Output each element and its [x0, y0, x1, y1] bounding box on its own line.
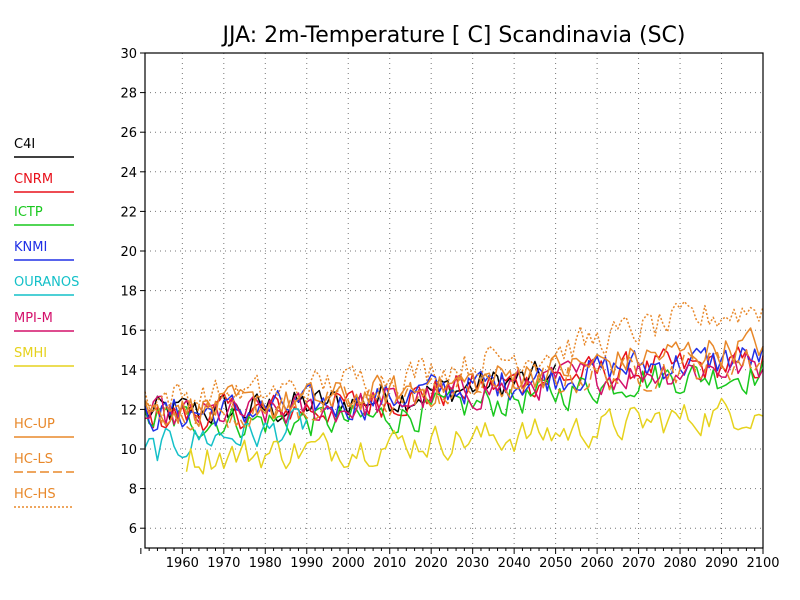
x-axis-ticks: 1960 1970 1980 1990 2000 2010 2020 2030 2040 2050… [140, 548, 780, 571]
x-tick-label: 2040 [498, 556, 531, 571]
y-axis-ticks: 6 8 10 12 14 16 18 20 22 24 26 28 30 [120, 47, 145, 537]
y-tick-label: 14 [120, 364, 137, 379]
legend-label-hc-hs: HC-HS [14, 487, 56, 502]
series-line-cnrm [144, 346, 764, 432]
y-tick-label: 8 [129, 483, 137, 498]
x-tick-label: 1970 [207, 556, 240, 571]
y-tick-label: 20 [120, 245, 137, 260]
legend-label-hc-ls: HC-LS [14, 452, 53, 467]
grid [145, 53, 763, 548]
legend-label-hc-up: HC-UP [14, 417, 55, 432]
series-line-hc-up [144, 327, 764, 428]
y-tick-label: 28 [120, 87, 137, 102]
x-tick-label: 2070 [622, 556, 655, 571]
series-line-hc-hs [144, 300, 764, 413]
legend-label-ictp: ICTP [14, 205, 43, 220]
y-tick-label: 26 [120, 126, 137, 141]
x-tick-label: 2080 [664, 556, 697, 571]
y-tick-label: 18 [120, 285, 137, 300]
x-tick-label: 1960 [166, 556, 199, 571]
y-tick-label: 6 [129, 522, 137, 537]
x-tick-label: 2100 [746, 556, 779, 571]
y-tick-label: 16 [120, 324, 137, 339]
x-tick-label: 2030 [456, 556, 489, 571]
x-tick-label: 2020 [415, 556, 448, 571]
legend-label-c4i: C4I [14, 137, 35, 152]
y-tick-label: 22 [120, 205, 137, 220]
legend: C4I CNRM ICTP KNMI OURANOS MPI-M SMHI HC-UP HC-L… [14, 137, 79, 508]
legend-label-ouranos: OURANOS [14, 275, 79, 290]
y-tick-label: 12 [120, 403, 137, 418]
legend-label-cnrm: CNRM [14, 172, 53, 187]
series-lines [144, 300, 764, 475]
legend-label-mpi-m: MPI-M [14, 311, 53, 326]
x-tick-label: 2010 [373, 556, 406, 571]
legend-label-knmi: KNMI [14, 240, 47, 255]
x-tick-label: 2060 [581, 556, 614, 571]
x-tick-label: 1980 [249, 556, 282, 571]
legend-label-smhi: SMHI [14, 346, 47, 361]
plot-frame [144, 52, 764, 549]
y-tick-label: 10 [120, 443, 137, 458]
x-tick-label: 1990 [290, 556, 323, 571]
series-line-smhi [185, 397, 764, 475]
y-tick-label: 30 [120, 47, 137, 62]
chart-title: JJA: 2m-Temperature [ C] Scandinavia (SC… [221, 23, 686, 48]
x-tick-label: 2050 [539, 556, 572, 571]
series-line-ouranos [144, 407, 308, 462]
series-line-ictp [144, 360, 764, 439]
series-line-hc-ls [144, 349, 764, 431]
y-tick-label: 24 [120, 166, 137, 181]
x-tick-label: 2090 [705, 556, 738, 571]
x-tick-label: 2000 [332, 556, 365, 571]
